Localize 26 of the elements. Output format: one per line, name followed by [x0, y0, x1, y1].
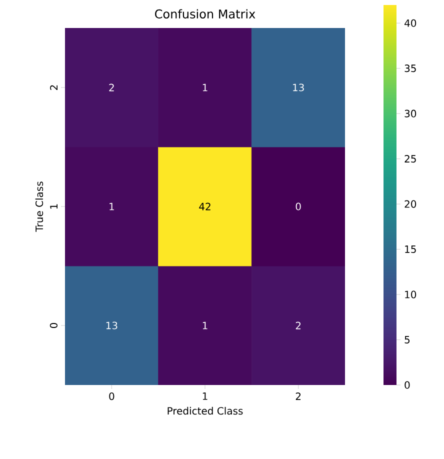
data-label: 2 [109, 84, 114, 92]
data-label: 1 [110, 202, 114, 210]
x-tick-label: 2 [296, 392, 301, 400]
color-bar-label: 10 [405, 290, 416, 298]
color-bar-label: 30 [404, 110, 416, 118]
data-label: 13 [293, 84, 304, 92]
color-bar-label: 35 [404, 64, 416, 72]
data-label: 1 [202, 322, 208, 330]
color-bar-label: 25 [404, 155, 416, 163]
y-tick-label: 1 [50, 204, 58, 209]
data-label: 42 [199, 202, 210, 210]
color-bar-label: 40 [404, 19, 416, 27]
x-tick-label: 0 [109, 392, 114, 400]
data-label: 13 [106, 322, 118, 330]
data-label: 2 [296, 322, 301, 330]
color-bar-label: 5 [404, 336, 410, 344]
y-tick-label: 0 [50, 322, 58, 328]
chart-title: Confusion Matrix [155, 9, 256, 18]
y-tick-label: 2 [50, 85, 58, 90]
color-bar-label: 20 [404, 200, 416, 208]
data-label: 0 [296, 202, 301, 210]
color-bar-label: 15 [405, 246, 416, 253]
x-axis-title: Predicted Class [168, 406, 243, 415]
y-axis-title: True Class [35, 182, 44, 232]
color-bar-label: 0 [404, 381, 410, 389]
x-tick-label: 1 [202, 392, 208, 400]
